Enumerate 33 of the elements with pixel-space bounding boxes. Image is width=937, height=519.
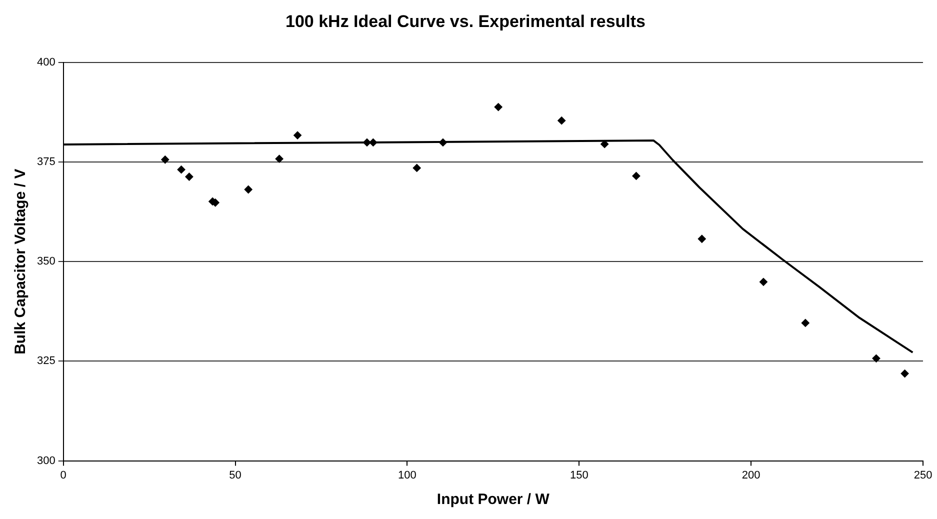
y-axis-title: Bulk Capacitor Voltage / V xyxy=(12,168,30,354)
point xyxy=(161,156,170,164)
point xyxy=(369,138,378,146)
x-tick-label: 150 xyxy=(570,469,588,482)
point xyxy=(185,172,194,181)
x-tick-label: 50 xyxy=(229,469,242,482)
point xyxy=(294,131,302,140)
point xyxy=(438,138,447,146)
point xyxy=(759,278,768,286)
point xyxy=(900,370,909,378)
point xyxy=(698,234,706,243)
chart-title: 100 kHz Ideal Curve vs. Experimental results xyxy=(285,12,646,31)
x-tick-label: 250 xyxy=(914,469,932,482)
point xyxy=(872,354,880,362)
x-tick-label: 100 xyxy=(398,469,416,482)
point xyxy=(600,140,609,148)
y-tick-label: 400 xyxy=(36,56,56,68)
point xyxy=(244,185,252,194)
point xyxy=(177,166,186,174)
point xyxy=(494,103,502,112)
point xyxy=(362,138,371,146)
y-tick-label: 325 xyxy=(36,355,56,368)
y-tick-label: 350 xyxy=(36,256,56,268)
x-tick-label: 0 xyxy=(60,469,66,482)
point xyxy=(275,154,284,163)
x-axis-title: Input Power / W xyxy=(436,491,550,508)
point xyxy=(558,116,566,125)
y-tick-label: 300 xyxy=(36,454,56,467)
point xyxy=(412,164,421,172)
point xyxy=(632,172,640,180)
point xyxy=(801,318,810,327)
x-tick-label: 200 xyxy=(742,469,760,482)
y-tick-label: 375 xyxy=(36,156,56,168)
